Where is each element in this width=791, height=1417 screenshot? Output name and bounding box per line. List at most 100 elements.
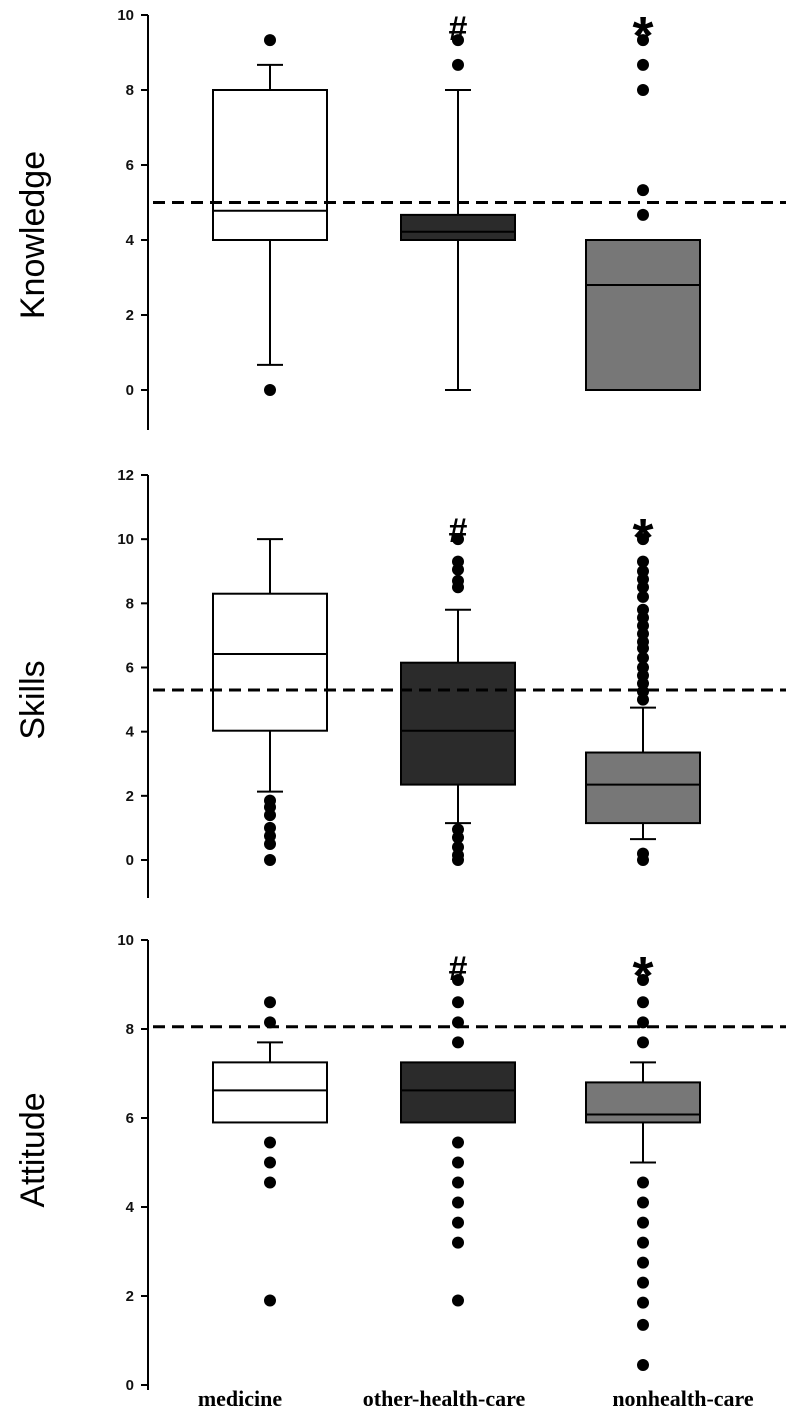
outlier-point <box>264 854 276 866</box>
outlier-point <box>264 1136 276 1149</box>
panel-knowledge: 0 2 4 6 8 10 Knowledge # * <box>14 6 786 430</box>
iqr-box <box>585 239 701 391</box>
skills-y-tick-label: 0 <box>126 852 134 869</box>
outlier-point <box>452 574 464 587</box>
skills-box-nonhealth-care <box>585 533 701 866</box>
outlier-point <box>264 1294 276 1307</box>
outlier-point <box>264 1176 276 1189</box>
outlier-point <box>452 533 464 546</box>
attitude-y-axis-title: Attitude <box>14 1092 52 1207</box>
outlier-point <box>637 208 649 221</box>
outlier-point <box>452 1196 464 1209</box>
attitude-box-nonhealth-care <box>585 974 701 1371</box>
knowledge-box-other-health-care <box>400 34 516 391</box>
attitude-y-tick-label: 4 <box>126 1199 135 1216</box>
outlier-point <box>637 661 649 674</box>
panel-attitude: 0 2 4 6 8 10 Attitude # * <box>14 932 786 1394</box>
knowledge-significance-marker-nonhealth-care: * <box>632 6 653 66</box>
skills-y-tick-label: 8 <box>126 595 134 612</box>
outlier-point <box>452 1176 464 1189</box>
iqr-box <box>400 213 516 241</box>
x-category-medicine: medicine <box>198 1386 283 1411</box>
skills-y-tick-label: 12 <box>117 467 134 484</box>
attitude-box-other-health-care <box>400 974 516 1307</box>
iqr-box <box>585 751 701 825</box>
iqr-box <box>585 1081 701 1124</box>
attitude-y-tick-label: 0 <box>126 1377 134 1394</box>
outlier-point <box>637 847 649 860</box>
outlier-point <box>637 555 649 568</box>
knowledge-y-tick-label: 8 <box>126 82 134 99</box>
iqr-box <box>400 1061 516 1124</box>
attitude-y-tick-label: 6 <box>126 1110 134 1127</box>
iqr-box <box>212 1061 328 1124</box>
attitude-y-tick-label: 8 <box>126 1021 134 1038</box>
knowledge-y-tick-label: 2 <box>126 307 134 324</box>
x-category-nonhealth-care: nonhealth-care <box>612 1386 754 1411</box>
knowledge-box-nonhealth-care <box>585 34 701 391</box>
outlier-point <box>637 184 649 197</box>
attitude-box-medicine <box>212 996 328 1307</box>
iqr-box <box>400 661 516 786</box>
outlier-point <box>264 384 276 396</box>
outlier-point <box>264 821 276 834</box>
outlier-point <box>452 1216 464 1229</box>
outlier-point <box>637 974 649 987</box>
knowledge-y-tick-label: 6 <box>126 157 134 174</box>
outlier-point <box>637 1236 649 1249</box>
knowledge-y-tick-label: 0 <box>126 382 134 399</box>
skills-box-medicine <box>212 538 328 866</box>
outlier-point <box>452 1156 464 1169</box>
outlier-point <box>452 974 464 987</box>
knowledge-y-axis-title: Knowledge <box>14 151 52 319</box>
attitude-significance-marker-other-health-care: # <box>449 950 468 988</box>
outlier-point <box>264 1156 276 1169</box>
outlier-point <box>637 996 649 1009</box>
outlier-point <box>264 34 276 47</box>
outlier-point <box>637 603 649 616</box>
knowledge-significance-marker-other-health-care: # <box>449 10 468 48</box>
outlier-point <box>637 590 649 603</box>
iqr-box <box>212 89 328 241</box>
outlier-point <box>637 1358 649 1371</box>
outlier-point <box>452 34 464 47</box>
knowledge-box-medicine <box>212 34 328 396</box>
knowledge-y-tick-label: 4 <box>126 232 135 249</box>
outlier-point <box>637 651 649 664</box>
outlier-point <box>264 794 276 807</box>
outlier-point <box>637 1176 649 1189</box>
outlier-point <box>637 1196 649 1209</box>
panel-skills: 0 2 4 6 8 10 12 Skills # * <box>14 467 786 898</box>
outlier-point <box>452 996 464 1009</box>
skills-box-other-health-care <box>400 533 516 866</box>
outlier-point <box>452 58 464 71</box>
outlier-point <box>452 1294 464 1307</box>
attitude-y-tick-label: 10 <box>117 932 134 949</box>
outlier-point <box>452 1036 464 1049</box>
skills-y-axis-title: Skills <box>14 660 52 739</box>
outlier-point <box>264 996 276 1009</box>
outlier-point <box>637 1296 649 1309</box>
knowledge-y-tick-label: 10 <box>117 7 134 24</box>
outlier-point <box>452 841 464 854</box>
attitude-significance-marker-nonhealth-care: * <box>632 946 653 1006</box>
outlier-point <box>637 1318 649 1331</box>
attitude-y-tick-label: 2 <box>126 1288 134 1305</box>
outlier-point <box>452 555 464 568</box>
skills-y-tick-label: 6 <box>126 660 134 677</box>
outlier-point <box>452 1136 464 1149</box>
skills-y-tick-label: 10 <box>117 531 134 548</box>
outlier-point <box>637 84 649 96</box>
outlier-point <box>637 1216 649 1229</box>
outlier-point <box>637 533 649 546</box>
outlier-point <box>452 1236 464 1249</box>
outlier-point <box>637 34 649 47</box>
outlier-point <box>637 1036 649 1049</box>
outlier-point <box>637 565 649 578</box>
iqr-box <box>212 592 328 732</box>
x-category-other-health-care: other-health-care <box>363 1386 526 1411</box>
skills-significance-marker-other-health-care: # <box>449 512 468 550</box>
skills-significance-marker-nonhealth-care: * <box>632 508 653 568</box>
outlier-point <box>637 1276 649 1289</box>
